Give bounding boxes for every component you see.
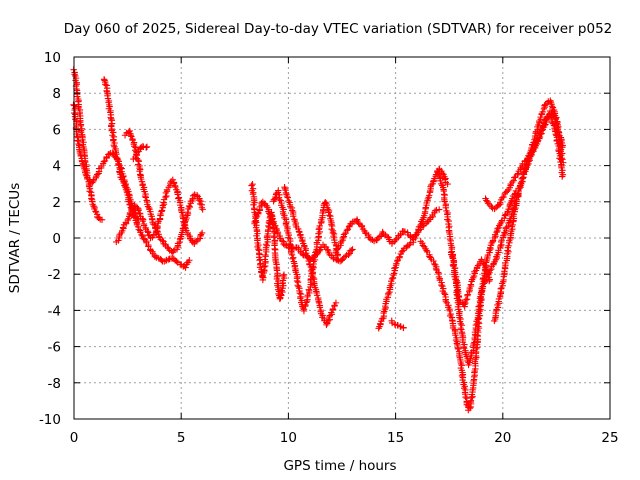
y-tick-label: 8 (52, 86, 61, 102)
data-point (143, 194, 149, 200)
x-tick-label: 15 (387, 430, 404, 446)
data-point (281, 272, 287, 278)
x-tick-label: 10 (280, 430, 297, 446)
y-tick-label: 10 (44, 50, 61, 66)
series-sat-m (389, 318, 407, 332)
y-tick-label: -8 (48, 376, 61, 392)
series-sat-e (122, 128, 206, 256)
data-point (199, 206, 205, 212)
data-point (295, 283, 301, 289)
data-point (262, 252, 268, 258)
x-tick-label: 25 (601, 430, 618, 446)
y-tick-label: 0 (52, 231, 61, 247)
data-point (285, 198, 291, 204)
data-point (198, 231, 204, 237)
sdtvar-chart: Day 060 of 2025, Sidereal Day-to-day VTE… (0, 0, 640, 480)
data-point (468, 281, 474, 287)
data-point (199, 230, 205, 236)
series-sat-l (375, 206, 442, 331)
series-sat-n (418, 188, 520, 414)
data-point (326, 212, 332, 218)
data-point (108, 116, 114, 122)
data-point (256, 257, 262, 263)
y-tick-label: 4 (52, 159, 61, 175)
data-point (462, 394, 468, 400)
y-tick-label: -2 (48, 267, 61, 283)
data-point (282, 186, 288, 192)
data-point (294, 282, 300, 288)
y-tick-label: 2 (52, 195, 61, 211)
data-point (176, 194, 182, 200)
data-point (277, 296, 283, 302)
x-axis-label: GPS time / hours (283, 458, 396, 474)
data-point (459, 373, 465, 379)
y-tick-label: -4 (48, 303, 61, 319)
data-point (109, 132, 115, 138)
data-point (163, 190, 169, 196)
data-point (271, 234, 277, 240)
data-point (144, 144, 150, 150)
axis-ticks: 0 5 10 15 20 25 -10 -8 -6 -4 -2 0 2 4 6 8 10 (39, 50, 619, 446)
data-point (454, 345, 460, 351)
series-sat-q (482, 108, 566, 212)
x-tick-label: 20 (494, 430, 511, 446)
y-tick-label: -6 (48, 340, 61, 356)
data-points (70, 67, 566, 414)
data-point (83, 173, 89, 179)
data-point (436, 274, 442, 280)
chart-title: Day 060 of 2025, Sidereal Day-to-day VTE… (64, 21, 613, 37)
series-sat-a (70, 67, 105, 224)
x-tick-label: 0 (70, 430, 79, 446)
data-point (199, 205, 205, 211)
y-axis-label: SDTVAR / TECUs (7, 183, 23, 293)
y-tick-label: 6 (52, 122, 61, 138)
y-tick-label: -10 (39, 412, 61, 428)
data-point (291, 216, 297, 222)
data-point (249, 181, 255, 187)
x-tick-label: 5 (177, 430, 186, 446)
data-point (322, 199, 328, 205)
data-point (385, 290, 391, 296)
